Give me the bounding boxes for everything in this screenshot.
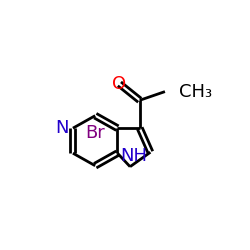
Text: O: O	[112, 75, 126, 93]
Text: Br: Br	[85, 124, 105, 142]
Text: CH₃: CH₃	[180, 82, 212, 100]
Text: NH: NH	[120, 147, 148, 165]
Text: N: N	[56, 119, 69, 137]
